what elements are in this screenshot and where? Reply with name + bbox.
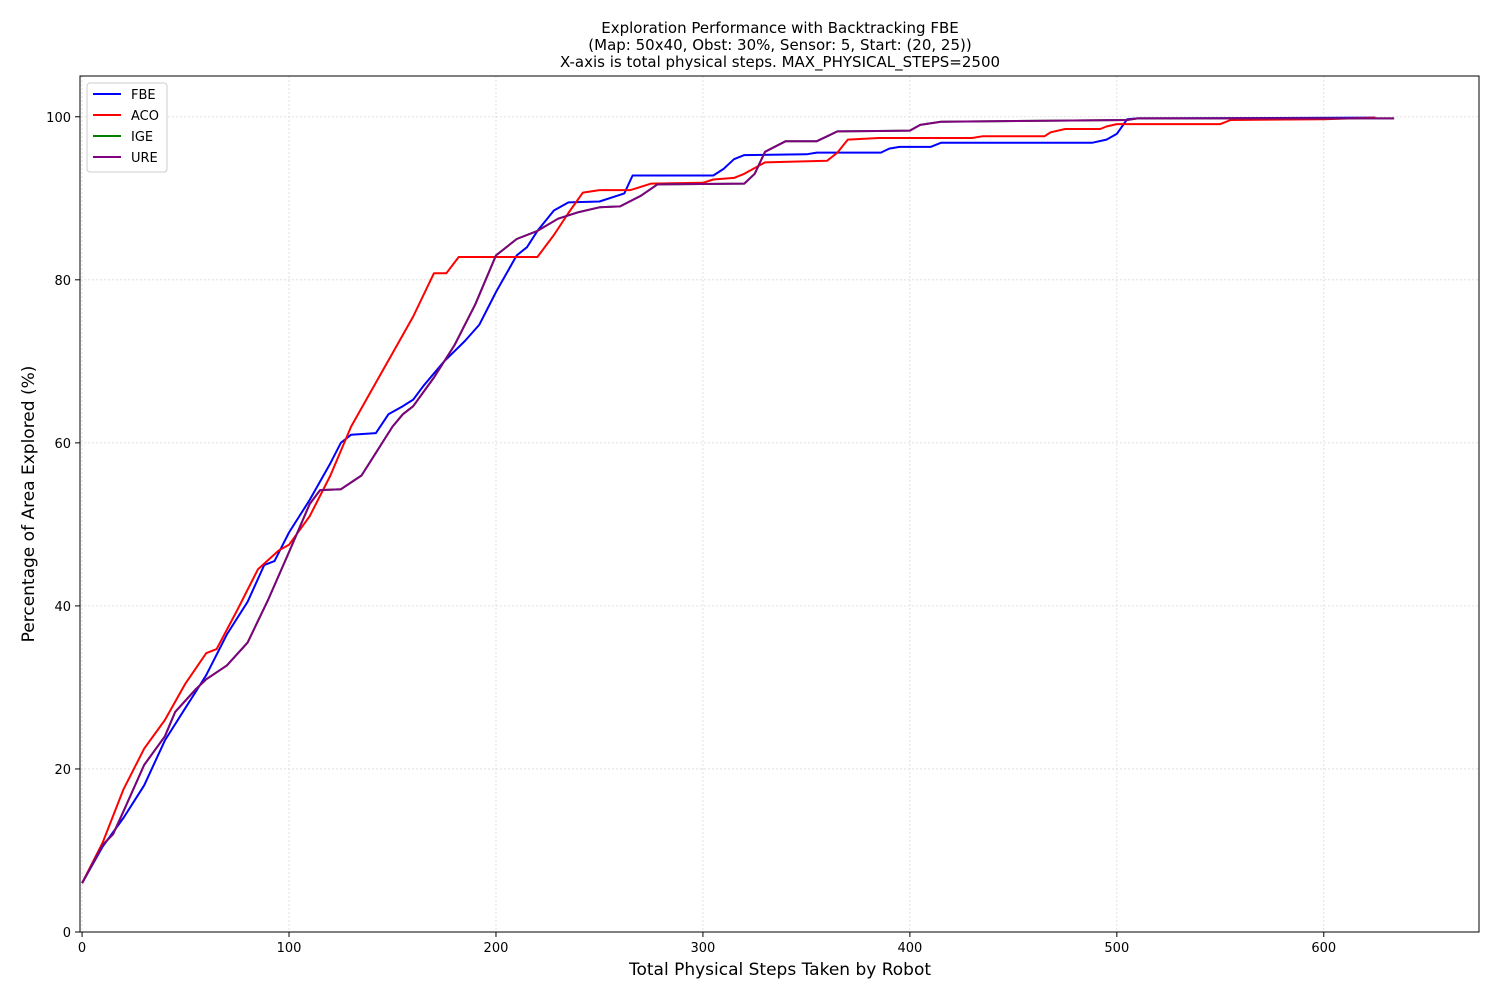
series-line-ige — [81, 117, 1395, 884]
x-tick-label: 500 — [1104, 941, 1129, 956]
legend-box — [86, 82, 168, 173]
plot-area — [79, 75, 1480, 933]
legend-label-aco: ACO — [131, 109, 159, 124]
x-tick-label: 0 — [78, 941, 86, 956]
series-lines — [81, 116, 1395, 884]
legend: FBE ACO IGE URE — [86, 82, 168, 173]
chart-title: Exploration Performance with Backtrackin… — [560, 19, 1000, 72]
x-tick-label: 200 — [484, 941, 509, 956]
title-line-3: X-axis is total physical steps. MAX_PHYS… — [560, 53, 1000, 72]
x-tick-label: 300 — [691, 941, 716, 956]
legend-label-ure: URE — [131, 151, 158, 166]
grid — [80, 76, 1479, 933]
axis-ticks: 0 100 200 300 400 500 600 0 20 40 60 80 100 — [46, 111, 1336, 956]
title-line-2: (Map: 50x40, Obst: 30%, Sensor: 5, Start… — [588, 36, 971, 54]
y-tick-label: 80 — [54, 274, 71, 289]
y-tick-label: 100 — [46, 111, 71, 126]
legend-label-fbe: FBE — [131, 88, 156, 103]
legend-label-ige: IGE — [131, 130, 153, 145]
title-line-1: Exploration Performance with Backtrackin… — [601, 19, 958, 37]
y-axis-label: Percentage of Area Explored (%) — [19, 366, 39, 643]
series-line-aco — [81, 116, 1376, 884]
series-line-ure — [81, 117, 1395, 884]
x-axis-label: Total Physical Steps Taken by Robot — [628, 960, 931, 980]
y-tick-label: 40 — [54, 600, 71, 615]
y-tick-label: 60 — [54, 437, 71, 452]
y-tick-label: 20 — [54, 763, 71, 778]
series-line-fbe — [81, 116, 1376, 884]
y-tick-label: 0 — [63, 926, 71, 941]
x-tick-label: 600 — [1311, 941, 1336, 956]
x-tick-label: 400 — [897, 941, 922, 956]
x-tick-label: 100 — [277, 941, 302, 956]
